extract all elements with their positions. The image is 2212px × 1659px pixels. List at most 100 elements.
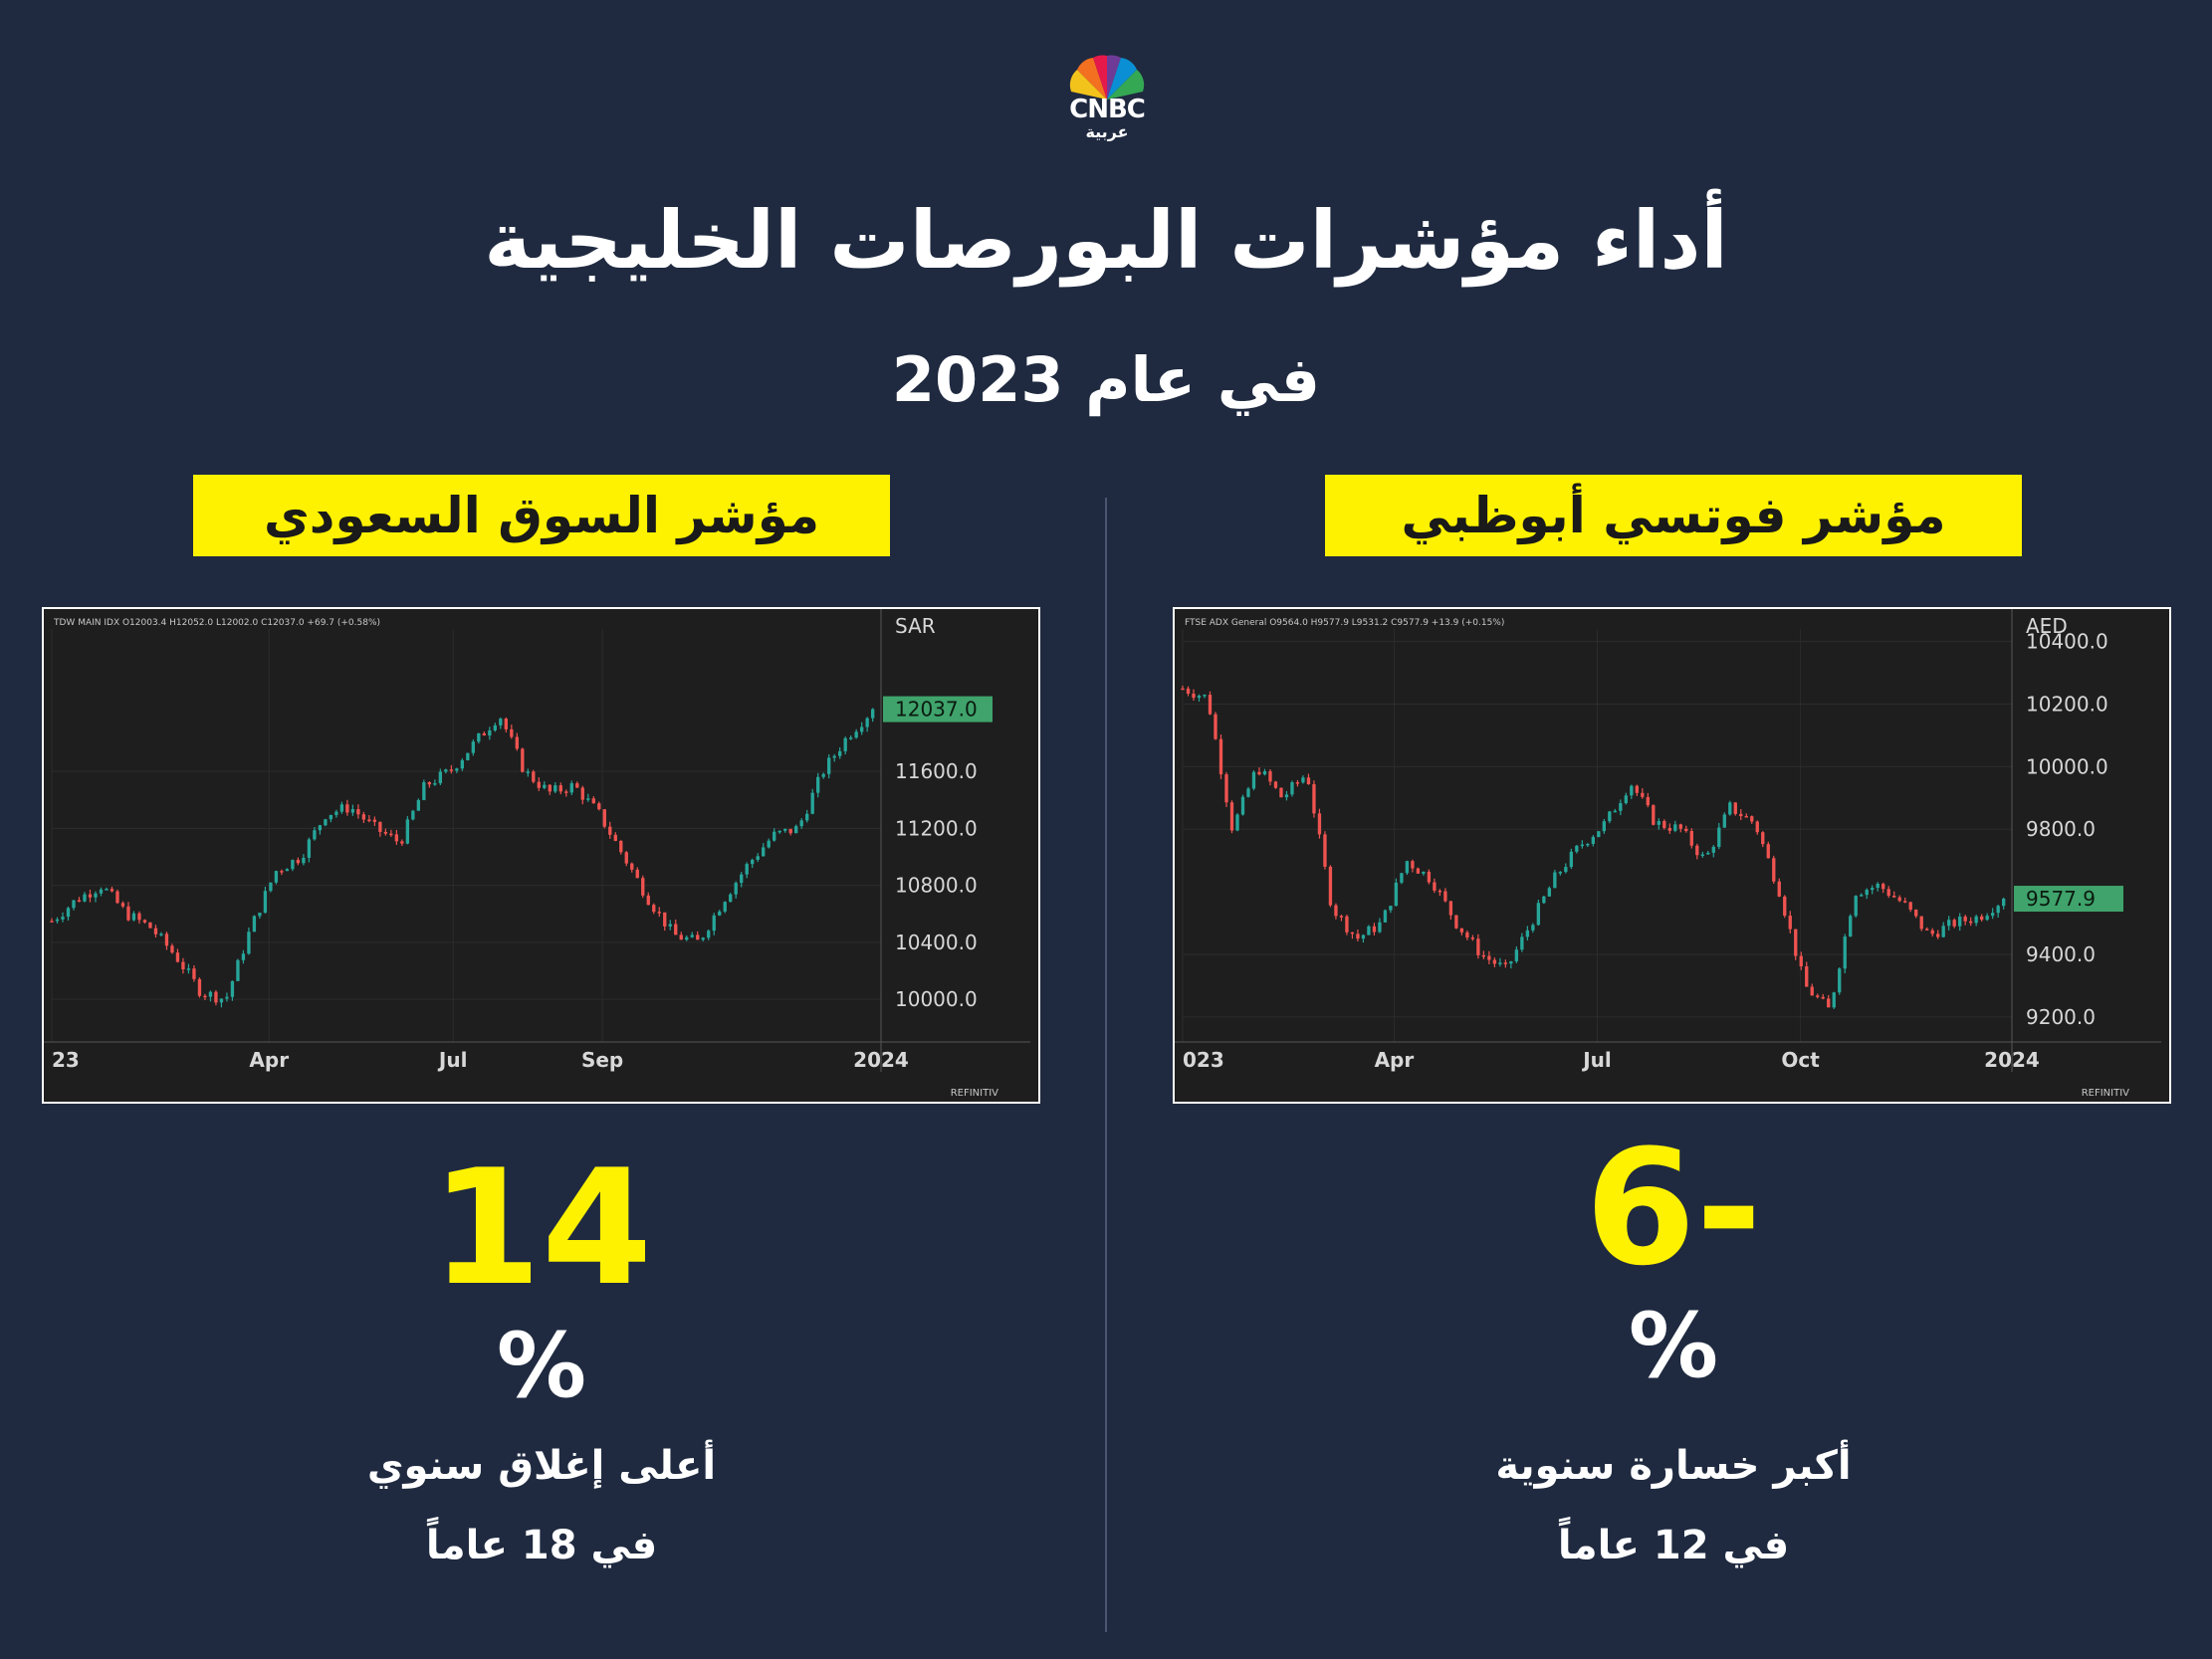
candle-body — [1985, 916, 1989, 921]
candle-body — [537, 781, 541, 788]
candle-body — [1755, 821, 1759, 833]
candle-body — [1438, 890, 1442, 893]
candle-body — [482, 732, 486, 736]
candle-body — [1897, 897, 1901, 902]
candle-body — [1597, 831, 1601, 838]
candle-body — [1476, 938, 1480, 955]
candle-body — [339, 804, 344, 812]
last-price-label: 9577.9 — [2026, 887, 2096, 911]
candle-body — [1635, 785, 1639, 793]
candle-body — [1952, 920, 1956, 927]
candle-body — [1914, 910, 1918, 917]
candle-body — [832, 755, 836, 758]
candle-body — [608, 826, 612, 835]
candle-body — [641, 878, 645, 896]
candle-body — [1569, 851, 1574, 868]
candle-body — [1783, 896, 1787, 917]
candle-body — [1810, 986, 1814, 996]
candle-body — [1350, 932, 1355, 934]
candle-body — [1246, 788, 1250, 797]
candle-body — [88, 894, 93, 898]
candle-body — [477, 732, 481, 742]
candle-body — [1257, 771, 1261, 775]
candle-body — [838, 750, 842, 756]
center-divider — [1105, 498, 1107, 1632]
candle-body — [1849, 916, 1853, 937]
candle-body — [236, 959, 240, 981]
candle-body — [1996, 906, 2000, 914]
currency-label: SAR — [895, 614, 936, 638]
candle-body — [1290, 782, 1294, 795]
page-title: أداء مؤشرات البورصات الخليجية — [484, 194, 1728, 287]
last-price-tag — [883, 696, 993, 723]
candle-body — [269, 882, 273, 892]
candle-body — [324, 819, 328, 826]
candle-body — [318, 825, 323, 831]
candle-body — [1974, 916, 1978, 924]
candle-body — [657, 912, 661, 914]
y-tick-label: 11200.0 — [895, 816, 978, 840]
candle-body — [1892, 896, 1896, 898]
chart-background — [44, 609, 1038, 1102]
candle-body — [422, 781, 426, 800]
candle-body — [1843, 936, 1847, 969]
candle-body — [1323, 834, 1327, 867]
candle-body — [1903, 901, 1907, 903]
candle-body — [131, 913, 136, 921]
candle-body — [1208, 695, 1213, 715]
candle-body — [1941, 926, 1945, 937]
candle-body — [1378, 922, 1382, 933]
candle-body — [751, 859, 755, 865]
candle-body — [329, 814, 333, 820]
candle-body — [1361, 934, 1366, 939]
candle-body — [1411, 861, 1415, 869]
candle-body — [1881, 884, 1885, 890]
candle-body — [367, 819, 371, 822]
candle-body — [1251, 771, 1256, 789]
candle-body — [586, 798, 590, 800]
candle-body — [1433, 882, 1437, 891]
candle-body — [50, 921, 54, 923]
candle-body — [543, 784, 547, 788]
abudhabi-chart: 9200.0 9400.0 9800.0 10000.0 10200.0 10400.0 0… — [1175, 609, 2169, 1102]
candle-body — [181, 961, 185, 970]
candle-body — [1816, 995, 1820, 997]
candle-body — [1947, 920, 1951, 927]
candle-body — [690, 934, 694, 937]
candle-body — [816, 776, 820, 793]
abudhabi-chart-frame: 9200.0 9400.0 9800.0 10000.0 10200.0 10400.0 0… — [1173, 607, 2171, 1104]
candle-body — [1356, 933, 1360, 939]
candle-body — [164, 933, 169, 946]
candle-body — [1772, 858, 1776, 882]
candle-body — [553, 785, 557, 792]
candle-body — [208, 991, 213, 997]
candle-body — [394, 834, 399, 842]
candle-body — [745, 864, 749, 875]
candle-body — [1459, 928, 1464, 933]
candle-body — [734, 883, 738, 895]
candle-body — [99, 889, 104, 894]
candle-body — [241, 953, 246, 960]
candle-body — [1542, 896, 1546, 904]
y-tick-label: 10400.0 — [895, 931, 978, 954]
candle-body — [1531, 925, 1535, 931]
candle-body — [1794, 929, 1798, 956]
candle-body — [762, 847, 766, 857]
candle-body — [1192, 693, 1196, 699]
candle-body — [1328, 866, 1333, 906]
candle-body — [1827, 998, 1831, 1008]
candle-body — [740, 874, 744, 884]
candle-body — [1317, 813, 1322, 835]
candle-body — [1262, 770, 1267, 775]
candle-body — [2002, 899, 2006, 907]
candle-body — [214, 991, 218, 1003]
candle-body — [1520, 936, 1524, 950]
candle-body — [1547, 888, 1552, 897]
candle-body — [1383, 910, 1388, 923]
candle-body — [1958, 916, 1962, 927]
candle-body — [115, 891, 119, 904]
candle-body — [126, 906, 130, 921]
x-tick-label: 023 — [1183, 1048, 1224, 1072]
candle-body — [723, 902, 727, 912]
candle-body — [1608, 811, 1612, 822]
